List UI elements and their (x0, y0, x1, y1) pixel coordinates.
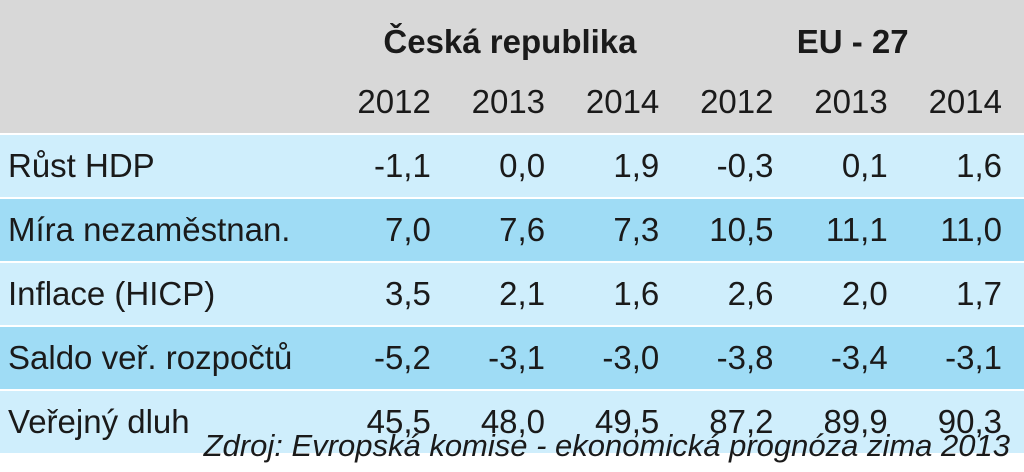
group-header-eu: EU - 27 (796, 23, 909, 60)
value-cell: -3,1 (488, 339, 546, 376)
value-cell: 90,3 (937, 403, 1002, 440)
corner-cell (0, 0, 339, 71)
value-cell: -3,0 (602, 339, 660, 376)
table-row: Saldo veř. rozpočtů -5,2 -3,1 -3,0 -3,8 -3,4 -… (0, 326, 1024, 390)
value-cell: -3,1 (945, 339, 1002, 376)
value-cell: 7,0 (384, 211, 431, 248)
year-header-cell: 2013 (814, 83, 888, 120)
value-cell: 11,0 (940, 211, 1002, 248)
value-cell: 10,5 (709, 211, 774, 248)
value-cell: 1,6 (613, 275, 660, 312)
value-cell: 1,9 (613, 147, 660, 184)
row-label: Veřejný dluh (8, 403, 190, 440)
year-header-cell: 2014 (585, 83, 660, 120)
table-row: Růst HDP -1,1 0,0 1,9 -0,3 0,1 1,6 (0, 134, 1024, 198)
value-cell: -1,1 (373, 147, 431, 184)
value-cell: 7,3 (613, 211, 660, 248)
value-cell: 49,5 (595, 403, 660, 440)
value-cell: 45,5 (366, 403, 431, 440)
value-cell: 48,0 (480, 403, 546, 440)
source-note: Zdroj: Evropská komise - ekonomická prog… (203, 428, 1010, 463)
year-header-cell: 2014 (928, 83, 1002, 120)
value-cell: 2,0 (841, 275, 888, 312)
forecast-table: Česká republika EU - 27 2012 2013 2014 2012… (0, 0, 1024, 453)
value-cell: 0,0 (499, 147, 546, 184)
value-cell: 1,6 (956, 147, 1002, 184)
value-cell: 87,2 (709, 403, 774, 440)
value-cell: -5,2 (373, 339, 431, 376)
row-label: Růst HDP (8, 147, 155, 184)
group-header-cz: Česká republika (383, 23, 637, 60)
value-cell: 2,1 (499, 275, 546, 312)
value-cell: 7,6 (499, 211, 546, 248)
table-row: Míra nezaměstnan. 7,0 7,6 7,3 10,5 11,1 11,0 (0, 198, 1024, 262)
year-header-cell: 2013 (471, 83, 546, 120)
value-cell: 3,5 (384, 275, 431, 312)
value-cell: -3,4 (830, 339, 888, 376)
year-header-row: 2012 2013 2014 2012 2013 2014 (0, 71, 1024, 134)
row-label: Saldo veř. rozpočtů (8, 339, 293, 376)
group-header-row: Česká republika EU - 27 (0, 0, 1024, 71)
table-row: Inflace (HICP) 3,5 2,1 1,6 2,6 2,0 1,7 (0, 262, 1024, 326)
year-header-cell: 2012 (700, 83, 774, 120)
value-cell: -0,3 (716, 147, 774, 184)
value-cell: 89,9 (823, 403, 888, 440)
row-label: Míra nezaměstnan. (8, 211, 291, 248)
table-body: Růst HDP -1,1 0,0 1,9 -0,3 0,1 1,6 Míra nezaměs… (0, 134, 1024, 453)
value-cell: 2,6 (727, 275, 774, 312)
value-cell: 1,7 (956, 275, 1002, 312)
value-cell: -3,8 (716, 339, 774, 376)
year-header-cell: 2012 (357, 83, 431, 120)
row-label: Inflace (HICP) (8, 275, 216, 312)
value-cell: 11,1 (825, 211, 888, 248)
table-row: Veřejný dluh 45,5 48,0 49,5 87,2 89,9 90,3 (0, 390, 1024, 453)
value-cell: 0,1 (841, 147, 888, 184)
year-corner-cell (0, 71, 339, 134)
